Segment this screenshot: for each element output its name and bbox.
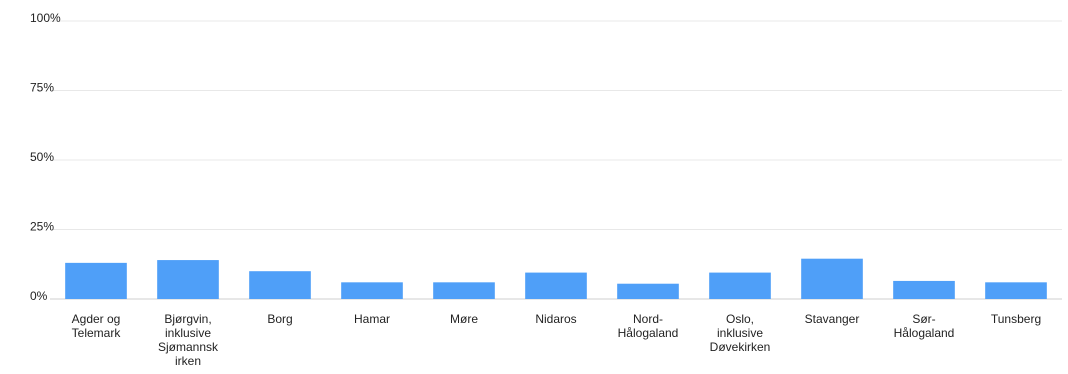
x-category-label: Bjørgvin, inklusive Sjømannsk irken <box>158 312 219 368</box>
bars <box>65 258 1047 299</box>
x-category-label: Møre <box>450 312 478 326</box>
bar[interactable] <box>157 260 219 299</box>
bar[interactable] <box>249 271 311 299</box>
y-axis-ticks: 0% 25% 50% 75% 100% <box>30 11 61 303</box>
x-category-label: Agder og Telemark <box>72 312 122 340</box>
bar[interactable] <box>433 282 495 299</box>
bar[interactable] <box>525 272 587 299</box>
x-category-label: Hamar <box>354 312 390 326</box>
x-category-label: Borg <box>267 312 292 326</box>
gridlines <box>50 20 1062 300</box>
bar[interactable] <box>709 272 771 299</box>
bar[interactable] <box>617 283 679 299</box>
x-category-label: Oslo, inklusive Døvekirken <box>710 312 771 354</box>
bar[interactable] <box>341 282 403 299</box>
x-category-label: Nidaros <box>535 312 576 326</box>
y-tick-label: 100% <box>30 11 61 25</box>
x-category-label: Nord-Hålogaland <box>618 312 679 340</box>
x-category-label: Stavanger <box>805 312 860 326</box>
bar[interactable] <box>985 282 1047 299</box>
y-tick-label: 75% <box>30 81 54 95</box>
y-tick-label: 50% <box>30 150 54 164</box>
y-tick-label: 25% <box>30 220 54 234</box>
bar[interactable] <box>801 258 863 299</box>
x-category-label: Sør-Hålogaland <box>894 312 955 340</box>
bar[interactable] <box>65 262 127 299</box>
x-axis-labels: Agder og Telemark Bjørgvin, inklusive Sjøman… <box>72 312 1041 368</box>
bar[interactable] <box>893 280 955 299</box>
y-tick-label: 0% <box>30 289 48 303</box>
x-category-label: Tunsberg <box>991 312 1041 326</box>
